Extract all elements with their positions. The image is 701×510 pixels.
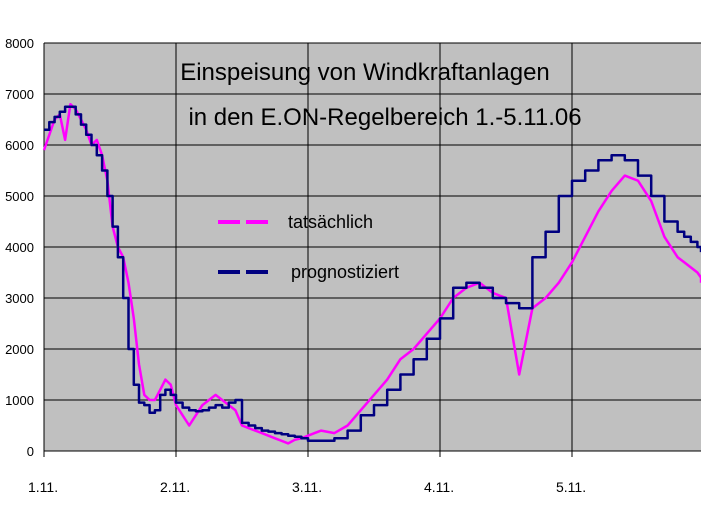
y-tick-label: 5000 xyxy=(5,189,34,204)
x-tick-label: 1.11. xyxy=(28,479,58,495)
y-tick-label: 3000 xyxy=(5,291,34,306)
x-axis-tick-labels: 1.11. 2.11. 3.11. 4.11. 5.11. xyxy=(28,479,586,495)
y-tick-label: 7000 xyxy=(5,87,34,102)
y-axis-tick-labels: 0 1000 2000 3000 4000 5000 6000 7000 8000 xyxy=(5,36,34,459)
y-tick-label: 1000 xyxy=(5,393,34,408)
x-tick-label: 3.11. xyxy=(292,479,322,495)
x-tick-label: 2.11. xyxy=(160,479,190,495)
grid-lines xyxy=(43,42,701,457)
y-tick-label: 2000 xyxy=(5,342,34,357)
series-line-prognostiziert xyxy=(44,105,701,443)
series-line-tatsaechlich xyxy=(42,102,701,445)
chart-subtitle: in den E.ON-Regelbereich 1.-5.11.06 xyxy=(188,104,581,131)
legend: tatsächlich prognostiziert xyxy=(218,212,399,282)
legend-label-prognostiziert: prognostiziert xyxy=(291,262,399,282)
y-tick-label: 8000 xyxy=(5,36,34,51)
y-tick-label: 0 xyxy=(27,444,34,459)
chart-title: Einspeisung von Windkraftanlagen xyxy=(180,59,550,86)
x-tick-label: 4.11. xyxy=(424,479,454,495)
y-tick-label: 6000 xyxy=(5,138,34,153)
x-tick-label: 5.11. xyxy=(556,479,586,495)
legend-label-tatsaechlich: tatsächlich xyxy=(288,212,373,232)
series-lines xyxy=(42,102,701,445)
y-tick-label: 4000 xyxy=(5,240,34,255)
